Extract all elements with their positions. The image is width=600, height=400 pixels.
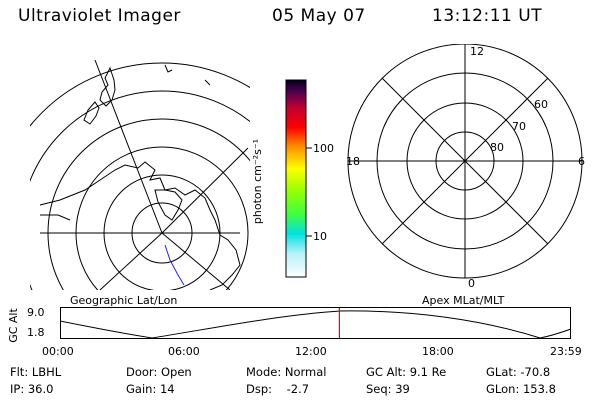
coastline [164,64,211,86]
meridian-line [99,232,163,290]
observation-time: 13:12:11 UT [432,6,543,26]
mlt-label-6: 6 [578,155,585,168]
colorbar-tick-100: 100 [313,142,334,155]
geographic-panel-label: Geographic Lat/Lon [70,294,178,307]
coastline [154,189,183,221]
sequence-value: Seq: 39 [366,382,410,396]
coastline [99,66,116,107]
mlat-label-60: 60 [534,98,548,111]
timeline-ytick-bottom: 1.8 [27,326,45,339]
mlt-label-18: 18 [346,155,360,168]
mlt-label-12: 12 [470,45,484,58]
timeline-tick-2359: 23:59 [550,345,582,358]
mlat-label-80: 80 [490,141,504,154]
timeline-frame [60,307,571,339]
ground-track [164,244,185,286]
colorbar-unit-label: photon cm⁻²s⁻¹ [251,138,265,225]
apex-polar-plot [347,44,583,279]
observation-date: 05 May 07 [272,6,366,26]
glat-value: GLat: -70.8 [486,365,551,379]
lat-circle [30,90,250,290]
meridian-line [94,59,163,234]
meridian-line [161,147,249,234]
color-gradient [285,79,307,278]
ip-value: IP: 36.0 [10,382,54,396]
colorbar-tick-10: 10 [313,230,327,243]
mlat-label-70: 70 [512,120,526,133]
apex-panel-label: Apex MLat/MLT [422,294,505,307]
timeline-ylabel: GC Alt [6,308,20,343]
geographic-map [30,59,250,290]
instrument-title: Ultraviolet Imager [18,6,181,26]
door-status: Door: Open [126,365,192,379]
lat-circle [30,62,250,127]
gain-value: Gain: 14 [126,382,175,396]
mode-value: Mode: Normal [246,365,327,379]
timeline-tick-0600: 06:00 [168,345,200,358]
gc-alt-value: GC Alt: 9.1 Re [366,365,447,379]
dsp-value: Dsp: -2.7 [246,382,310,396]
color-scale-bar [285,79,312,278]
timeline-tick-1800: 18:00 [422,345,454,358]
mlt-line [381,77,549,245]
timeline-ytick-top: 9.0 [27,306,45,319]
meridian-line [161,232,231,290]
filter-value: Flt: LBHL [10,365,62,379]
altitude-curve [60,310,572,339]
lat-circle [75,146,249,290]
coastline [39,161,241,290]
glon-value: GLon: 153.8 [486,382,556,396]
coastline [83,101,100,125]
mlt-label-0: 0 [468,277,475,290]
altitude-timeline [60,307,572,339]
timeline-tick-0000: 00:00 [42,345,74,358]
timeline-tick-1200: 12:00 [295,345,327,358]
